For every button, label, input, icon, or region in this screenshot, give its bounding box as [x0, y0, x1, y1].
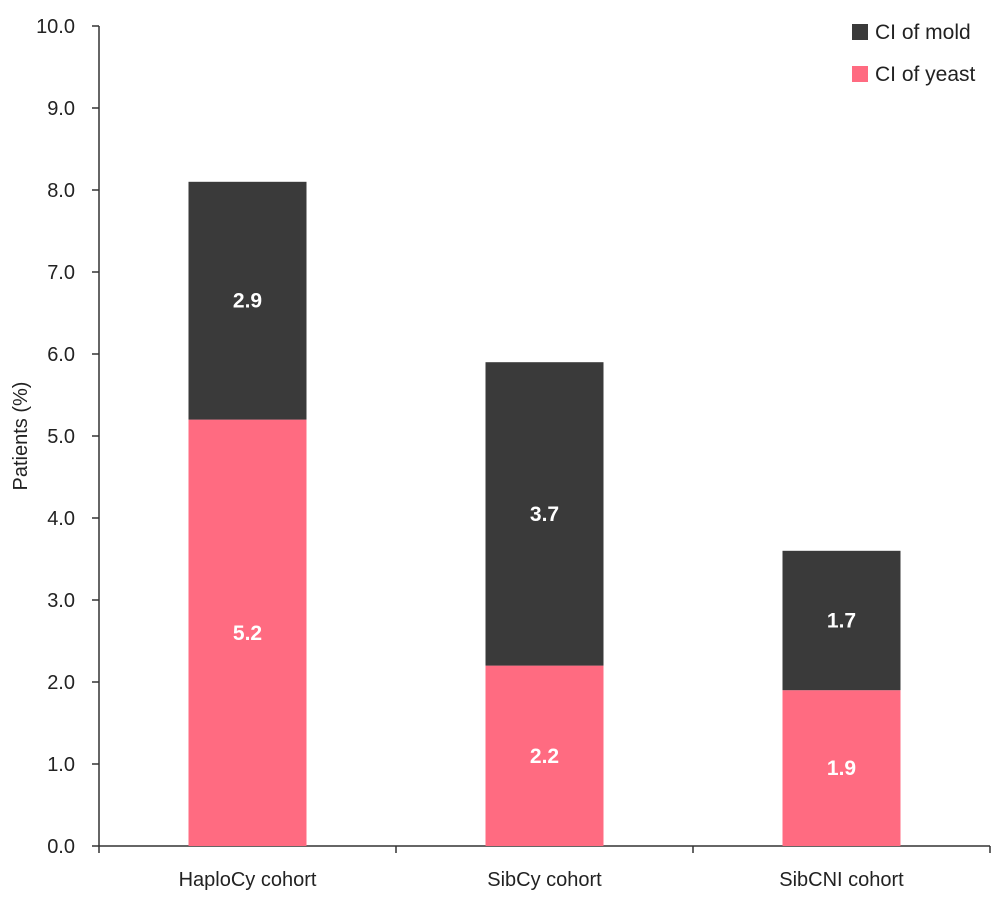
data-label: 2.2	[530, 745, 559, 768]
data-labels: 5.2 2.9 2.2 3.7 1.9 1.7	[233, 290, 856, 780]
y-tick-label: 10.0	[36, 16, 75, 38]
bar-segment-yeast	[485, 665, 604, 846]
y-axis: 0.0 1.0 2.0 3.0 4.0 5.0 6.0 7.0 8.0 9.0 10.0	[36, 16, 100, 858]
x-category-label: HaploCy cohort	[179, 869, 317, 891]
y-tick-label: 3.0	[47, 590, 75, 612]
x-category-label: SibCNI cohort	[779, 869, 904, 891]
legend-swatch	[852, 24, 868, 40]
bar-segment-yeast	[188, 419, 307, 846]
y-tick-label: 1.0	[47, 754, 75, 776]
legend-swatch	[852, 66, 868, 82]
y-tick-label: 5.0	[47, 426, 75, 448]
bar-segment-yeast	[782, 690, 901, 846]
data-label: 1.9	[827, 757, 856, 780]
y-axis-title: Patients (%)	[10, 382, 32, 491]
data-label: 1.7	[827, 610, 856, 633]
y-tick-label: 2.0	[47, 672, 75, 694]
data-label: 2.9	[233, 290, 262, 313]
y-tick-label: 6.0	[47, 344, 75, 366]
bar-segment-mold	[188, 181, 307, 420]
legend-label: CI of yeast	[875, 63, 976, 86]
y-tick-label: 9.0	[47, 98, 75, 120]
x-axis: HaploCy cohort SibCy cohort SibCNI cohort	[98, 845, 991, 891]
y-tick-label: 4.0	[47, 508, 75, 530]
y-tick-label: 8.0	[47, 180, 75, 202]
data-label: 3.7	[530, 503, 559, 526]
y-tick-label: 0.0	[47, 836, 75, 858]
bar-segment-mold	[485, 362, 604, 666]
data-label: 5.2	[233, 622, 262, 645]
bars	[188, 181, 901, 846]
x-category-label: SibCy cohort	[487, 869, 602, 891]
y-tick-label: 7.0	[47, 262, 75, 284]
legend-label: CI of mold	[875, 21, 971, 44]
bar-segment-mold	[782, 550, 901, 691]
legend: CI of mold CI of yeast	[852, 21, 976, 86]
